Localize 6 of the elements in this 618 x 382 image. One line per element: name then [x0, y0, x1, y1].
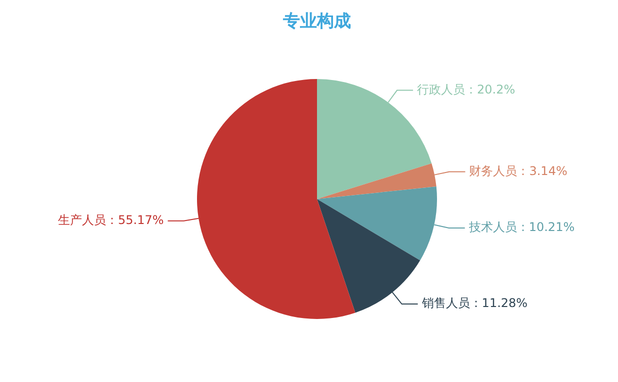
chart-title: 专业构成 [282, 11, 351, 32]
slice-label: 技术人员：10.21% [468, 220, 575, 234]
slice-label: 财务人员：3.14% [469, 164, 568, 178]
slice-label: 生产人员：55.17% [58, 212, 164, 227]
slice-label: 行政人员：20.2% [417, 82, 516, 96]
slice-label: 销售人员：11.28% [420, 296, 528, 310]
